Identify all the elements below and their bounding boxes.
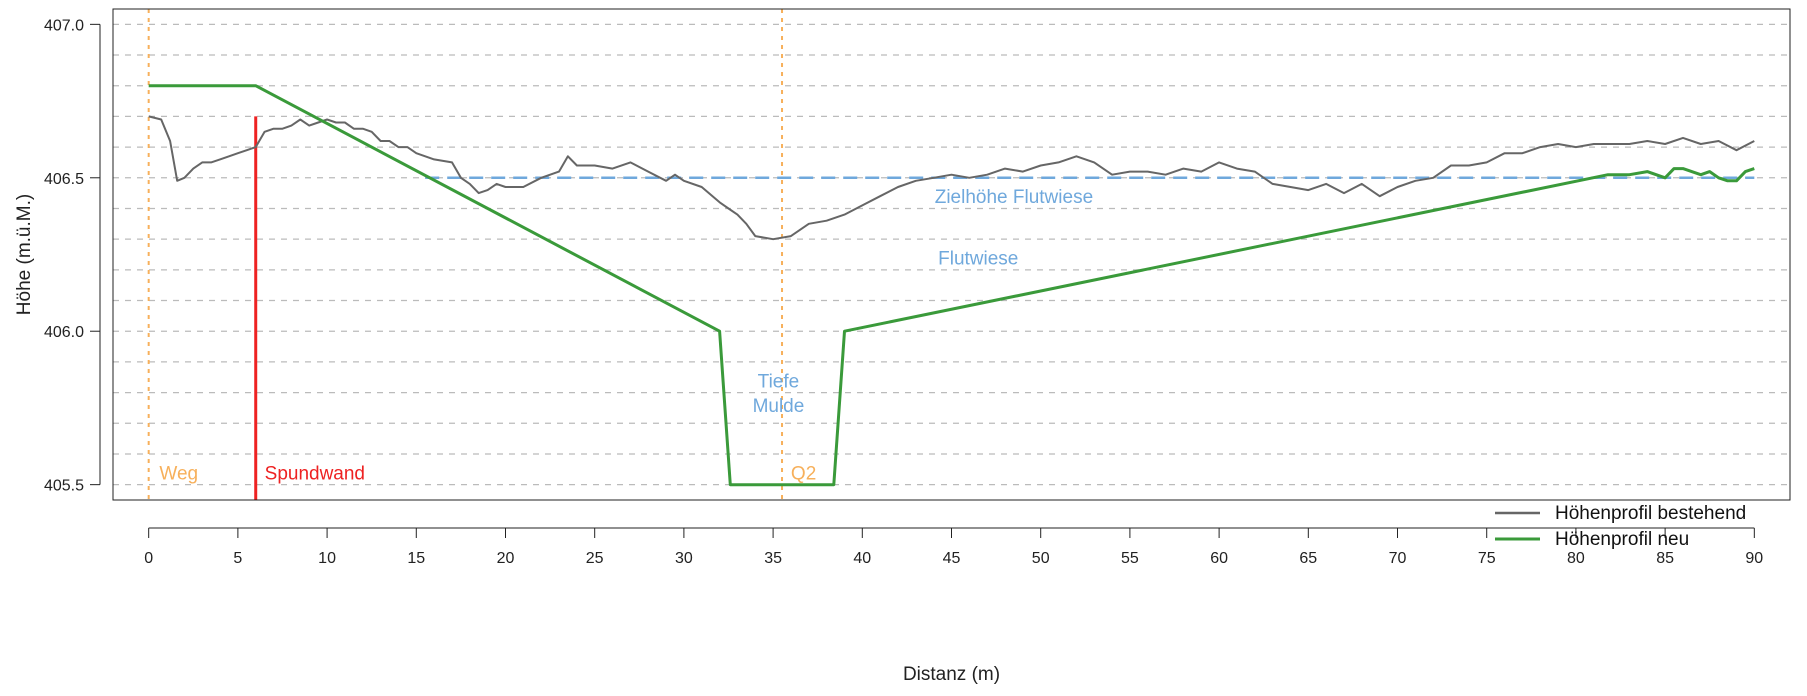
- x-tick-label: 20: [497, 550, 515, 567]
- annotation-label: Weg: [159, 463, 198, 484]
- legend-label: Höhenprofil bestehend: [1555, 503, 1746, 524]
- x-tick-label: 0: [144, 550, 153, 567]
- legend: Höhenprofil bestehend Höhenprofil neu: [1495, 503, 1746, 550]
- x-tick-label: 10: [318, 550, 336, 567]
- x-tick-label: 60: [1210, 550, 1228, 567]
- x-axis: 0 5 10 15 20 25 30 35 40 45 50 55 60 65 70 75 80 85 90: [144, 527, 1763, 567]
- y-tick-label: 405.5: [44, 478, 84, 495]
- data-series: [148, 84, 1755, 487]
- grid-lines: [113, 23, 1790, 486]
- x-tick-label: 50: [1032, 550, 1050, 567]
- x-tick-label: 35: [764, 550, 782, 567]
- annotation-label: Tiefe: [758, 371, 800, 392]
- annotation-label: Zielhöhe Flutwiese: [935, 187, 1093, 208]
- x-tick-label: 70: [1389, 550, 1407, 567]
- annotation-label: Q2: [791, 463, 816, 484]
- reference-lines: [147, 9, 1755, 500]
- x-tick-label: 25: [586, 550, 604, 567]
- x-tick-label: 45: [943, 550, 961, 567]
- y-tick-label: 406.5: [44, 171, 84, 188]
- series-line-new: [148, 84, 1755, 487]
- y-tick-label: 406.0: [44, 324, 84, 341]
- y-tick-label: 407.0: [44, 17, 84, 34]
- annotations: Zielhöhe Flutwiese Flutwiese Tiefe Mulde Weg…: [159, 187, 1093, 484]
- x-tick-label: 30: [675, 550, 693, 567]
- x-tick-label: 90: [1745, 550, 1763, 567]
- annotation-label: Flutwiese: [938, 249, 1018, 270]
- annotation-label: Spundwand: [265, 463, 365, 484]
- x-tick-label: 65: [1299, 550, 1317, 567]
- x-tick-label: 5: [233, 550, 242, 567]
- x-tick-label: 75: [1478, 550, 1496, 567]
- x-tick-label: 85: [1656, 550, 1674, 567]
- x-axis-label: Distanz (m): [903, 664, 1000, 685]
- y-axis: 405.5 406.0 406.5 407.0: [44, 17, 101, 495]
- series-line-existing: [148, 115, 1755, 241]
- annotation-label: Mulde: [753, 396, 805, 417]
- y-axis-label: Höhe (m.ü.M.): [14, 194, 35, 315]
- x-tick-label: 40: [853, 550, 871, 567]
- x-tick-label: 15: [407, 550, 425, 567]
- plot-frame: [112, 8, 1791, 501]
- x-tick-label: 80: [1567, 550, 1585, 567]
- x-tick-label: 55: [1121, 550, 1139, 567]
- legend-label: Höhenprofil neu: [1555, 529, 1689, 550]
